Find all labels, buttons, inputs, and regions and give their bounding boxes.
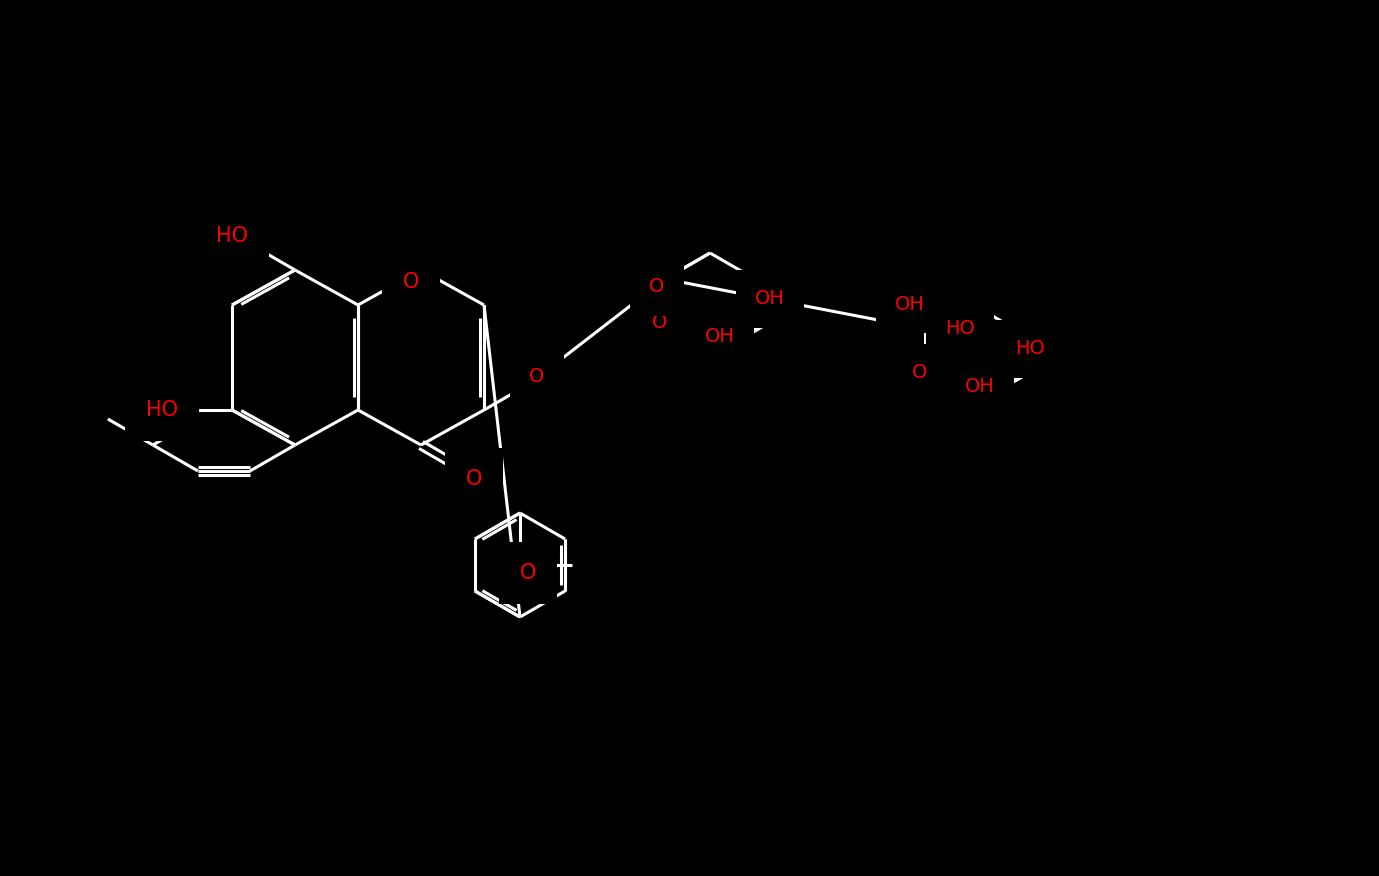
- Text: O: O: [530, 366, 545, 385]
- Text: OH: OH: [965, 378, 994, 397]
- Text: HO: HO: [1015, 340, 1045, 358]
- Text: OH: OH: [756, 289, 785, 308]
- Text: HO: HO: [146, 400, 178, 420]
- Text: O: O: [650, 278, 665, 296]
- Text: OH: OH: [705, 328, 735, 347]
- Text: OH: OH: [895, 294, 925, 314]
- Text: O: O: [520, 563, 536, 583]
- Text: O: O: [913, 364, 928, 383]
- Text: HO: HO: [217, 226, 248, 246]
- Text: O: O: [403, 272, 419, 292]
- Text: HO: HO: [945, 319, 975, 337]
- Text: O: O: [466, 469, 483, 489]
- Text: O: O: [652, 314, 667, 333]
